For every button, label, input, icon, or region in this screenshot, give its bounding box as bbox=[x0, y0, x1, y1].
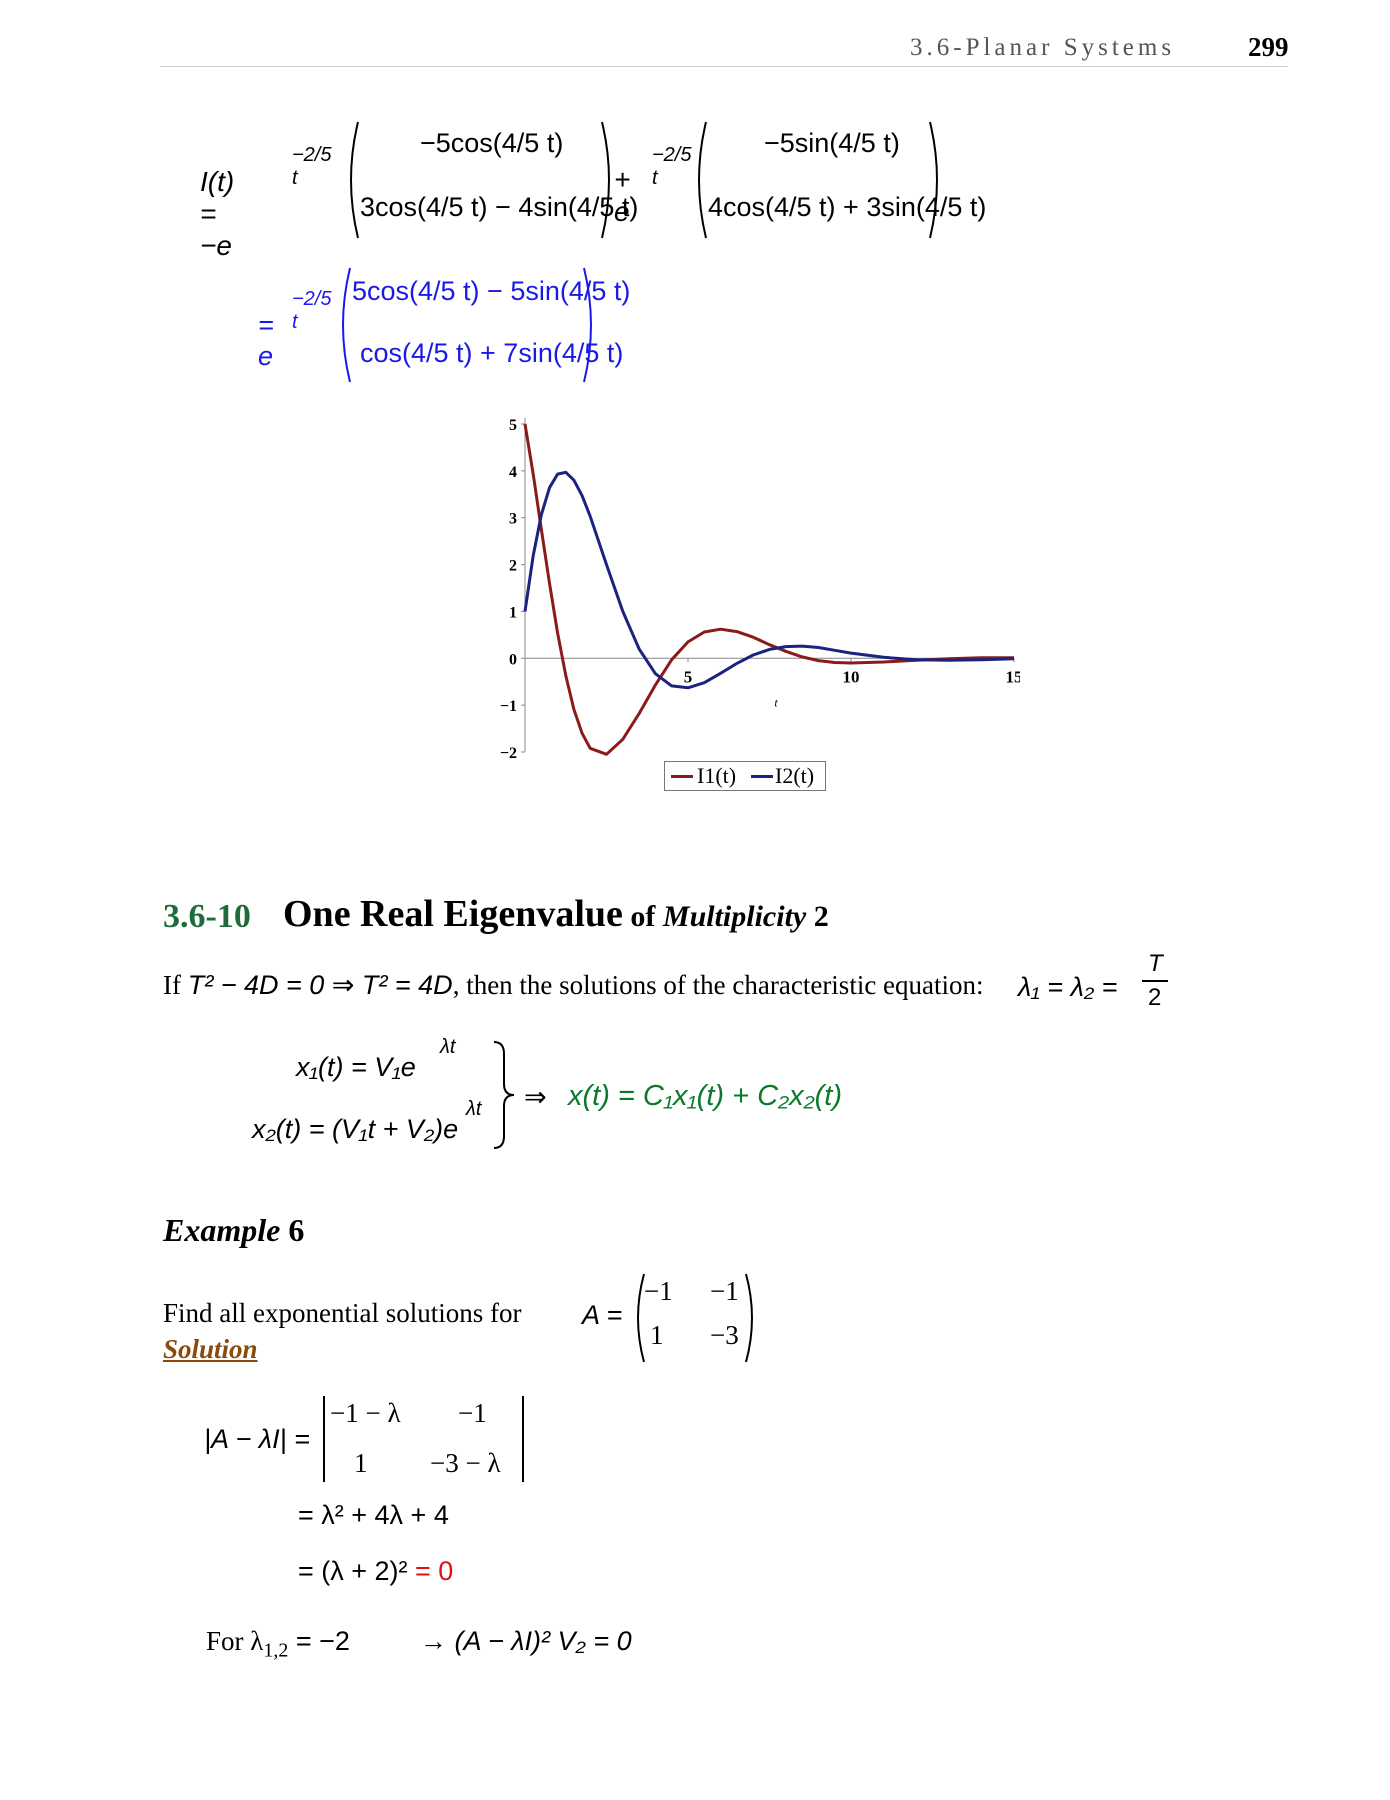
example-prompt: Find all exponential solutions for bbox=[163, 1298, 522, 1328]
section-title-main: One Real Eigenvalue bbox=[283, 893, 623, 935]
y-tick-label: 0 bbox=[509, 651, 517, 668]
matrix-1-row-2: 3cos(4/5 t) − 4sin(4/5 t) bbox=[360, 192, 639, 222]
matrix-2-row-2: 4cos(4/5 t) + 3sin(4/5 t) bbox=[708, 192, 987, 222]
matrix-1-row-1: −5cos(4/5 t) bbox=[420, 128, 564, 158]
generalized-eigen-eq: → (A − λI)² V₂ = 0 bbox=[420, 1626, 632, 1656]
eq-lhs: I(t) = −e bbox=[200, 166, 235, 261]
solution-x2: x₂(t) = (V₁t + V₂)e bbox=[252, 1114, 459, 1144]
matrix-a-brackets bbox=[637, 1273, 753, 1363]
det-12: −1 bbox=[458, 1398, 487, 1428]
page-number: 299 bbox=[1248, 32, 1289, 62]
example-heading: Example 6 bbox=[163, 1212, 304, 1249]
y-tick-label: 4 bbox=[509, 464, 517, 481]
section-title-multiplicity: Multiplicity bbox=[662, 900, 807, 933]
fraction-bar bbox=[1142, 980, 1168, 982]
legend-label-i2: I2(t) bbox=[775, 763, 815, 788]
legend-label-i1: I1(t) bbox=[697, 763, 737, 788]
char-poly-factored-lhs: = (λ + 2)² bbox=[298, 1556, 408, 1586]
matrix-3-row-2: cos(4/5 t) + 7sin(4/5 t) bbox=[360, 338, 624, 368]
eq-exponent-1: −2/5 t bbox=[292, 144, 332, 189]
section-title-of: of bbox=[622, 900, 663, 933]
y-tick-label: −1 bbox=[500, 698, 517, 715]
y-tick-label: −2 bbox=[500, 745, 517, 762]
x-tick-label: 10 bbox=[843, 667, 860, 686]
x-axis-label: t bbox=[774, 695, 778, 709]
eigenvalue-subscript: 1,2 bbox=[263, 1639, 289, 1662]
chart-legend: I1(t) I2(t) bbox=[664, 761, 826, 791]
x-tick-label: 5 bbox=[684, 667, 693, 686]
example-number: 6 bbox=[288, 1212, 305, 1248]
char-poly-factored: = (λ + 2)² = 0 bbox=[298, 1556, 453, 1587]
solution-heading: Solution bbox=[163, 1334, 258, 1364]
intro-condition: T² − 4D = 0 ⇒ T² = 4D bbox=[187, 970, 453, 1000]
solution-x1-exponent: λt bbox=[440, 1036, 456, 1058]
y-tick-label: 3 bbox=[509, 511, 517, 528]
section-title: One Real Eigenvalue of Multiplicity 2 bbox=[283, 892, 829, 936]
fraction-denominator: 2 bbox=[1148, 984, 1162, 1011]
section-title-two: 2 bbox=[806, 900, 829, 933]
series-line-i1 bbox=[523, 423, 1014, 756]
solution-x2-exponent: λt bbox=[466, 1098, 482, 1120]
general-solution: x(t) = C₁x₁(t) + C₂x₂(t) bbox=[568, 1080, 843, 1112]
matrix-a-21: 1 bbox=[650, 1320, 664, 1350]
series-line-i2 bbox=[523, 470, 1015, 690]
eq-exponent-2: −2/5 t bbox=[652, 144, 692, 189]
eq2-lhs: = e bbox=[258, 310, 274, 371]
matrix-2-brackets bbox=[698, 121, 938, 239]
x-tick-label: 15 bbox=[1006, 667, 1021, 686]
matrix-3-brackets bbox=[342, 267, 592, 383]
lambda-equality: λ₁ = λ₂ = bbox=[1018, 972, 1118, 1002]
det-bar-left bbox=[323, 1396, 325, 1482]
fraction-numerator: T bbox=[1148, 950, 1163, 977]
intro-line: If T² − 4D = 0 ⇒ T² = 4D, then the solut… bbox=[163, 970, 984, 1001]
y-tick-label: 5 bbox=[509, 417, 517, 434]
solution-x1: x₁(t) = V₁e bbox=[296, 1052, 416, 1082]
char-poly-zero: = 0 bbox=[407, 1556, 454, 1586]
right-brace bbox=[493, 1041, 515, 1149]
matrix-1-brackets bbox=[350, 121, 610, 239]
matrix-a-11: −1 bbox=[644, 1276, 673, 1306]
legend-swatch-i2 bbox=[751, 775, 773, 778]
section-number: 3.6-10 bbox=[163, 898, 251, 935]
char-poly-line: = λ² + 4λ + 4 bbox=[298, 1500, 449, 1530]
intro-if: If bbox=[163, 970, 181, 1000]
matrix-3-row-1: 5cos(4/5 t) − 5sin(4/5 t) bbox=[352, 276, 631, 306]
det-bar-right bbox=[522, 1396, 524, 1482]
eigenvalue-for: For λ bbox=[206, 1626, 264, 1656]
matrix-2-row-1: −5sin(4/5 t) bbox=[764, 128, 900, 158]
matrix-a-22: −3 bbox=[710, 1320, 739, 1350]
matrix-a-12: −1 bbox=[710, 1276, 739, 1306]
eigenvalue-line: For λ1,2 = −2 bbox=[206, 1626, 350, 1662]
legend-swatch-i1 bbox=[671, 775, 693, 778]
header-divider bbox=[160, 66, 1288, 67]
eq2-exponent: −2/5 t bbox=[292, 288, 332, 333]
y-tick-label: 1 bbox=[509, 604, 517, 621]
matrix-a-label: A = bbox=[582, 1300, 623, 1330]
eq-plus: + e bbox=[614, 164, 631, 227]
running-title: 3.6-Planar Systems bbox=[910, 34, 1176, 61]
eigenvalue-value: = −2 bbox=[288, 1626, 350, 1656]
intro-then: , then the solutions of the characterist… bbox=[452, 970, 984, 1000]
determinant-lhs: |A − λI| = bbox=[204, 1424, 310, 1454]
implies-arrow: ⇒ bbox=[524, 1082, 547, 1112]
y-tick-label: 2 bbox=[509, 558, 517, 575]
example-label: Example bbox=[163, 1212, 281, 1248]
det-22: −3 − λ bbox=[430, 1448, 501, 1478]
det-21: 1 bbox=[354, 1448, 368, 1478]
det-11: −1 − λ bbox=[330, 1398, 401, 1428]
